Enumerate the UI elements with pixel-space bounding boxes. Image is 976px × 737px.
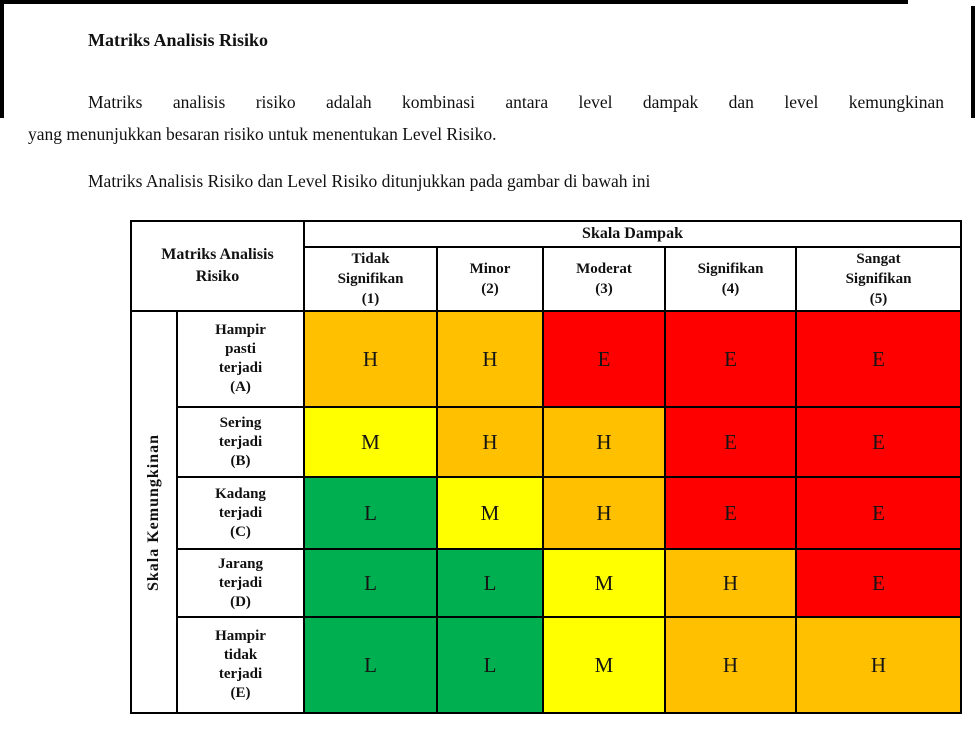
likelihood-level-label: Hampir tidak terjadi (E) xyxy=(176,616,305,714)
matrix-row: Hampir tidak terjadi (E) L L M H H xyxy=(131,616,963,714)
risk-level-cell: H xyxy=(436,406,544,478)
risk-level-cell: E xyxy=(794,310,963,408)
risk-level-cell: E xyxy=(664,310,797,408)
likelihood-level-label: Sering terjadi (B) xyxy=(176,406,305,478)
matrix-row: Sering terjadi (B) M H H E E xyxy=(131,406,963,478)
risk-level-cell: H xyxy=(794,616,963,714)
risk-level-cell: H xyxy=(542,476,666,550)
risk-matrix-figure: Matriks Analisis Risiko Skala Dampak Tid… xyxy=(130,220,963,714)
risk-level-cell: H xyxy=(664,616,797,714)
risk-level-cell: E xyxy=(664,406,797,478)
page-frame-left-line xyxy=(0,0,4,118)
risk-level-cell: H xyxy=(436,310,544,408)
risk-level-cell: E xyxy=(542,310,666,408)
risk-level-cell: L xyxy=(303,548,438,618)
risk-level-cell: E xyxy=(664,476,797,550)
matrix-corner-label: Matriks Analisis Risiko xyxy=(130,220,305,312)
risk-level-cell: H xyxy=(542,406,666,478)
page-frame-right-line xyxy=(971,6,975,118)
risk-level-cell: E xyxy=(794,476,963,550)
risk-level-cell: H xyxy=(664,548,797,618)
risk-level-cell: L xyxy=(303,476,438,550)
risk-level-cell: L xyxy=(303,616,438,714)
impact-level-header: Tidak Signifikan (1) xyxy=(303,246,438,312)
matrix-row: Kadang terjadi (C) L M H E E xyxy=(131,476,963,550)
risk-level-cell: M xyxy=(303,406,438,478)
risk-level-cell: L xyxy=(436,616,544,714)
likelihood-level-label: Kadang terjadi (C) xyxy=(176,476,305,550)
risk-level-cell: M xyxy=(542,616,666,714)
figure-caption: Matriks Analisis Risiko dan Level Risiko… xyxy=(88,171,651,191)
impact-level-header: Minor (2) xyxy=(436,246,544,312)
intro-paragraph-line-1: Matriks analisis risiko adalah kombinasi… xyxy=(88,92,944,112)
impact-level-header: Sangat Signifikan (5) xyxy=(794,246,963,312)
risk-level-cell: M xyxy=(436,476,544,550)
impact-level-header: Signifikan (4) xyxy=(664,246,797,312)
likelihood-level-label: Jarang terjadi (D) xyxy=(176,548,305,618)
risk-level-cell: E xyxy=(794,406,963,478)
impact-level-header: Moderat (3) xyxy=(542,246,666,312)
impact-axis-header: Skala Dampak xyxy=(302,220,963,248)
matrix-row: Skala Kemungkinan Hampir pasti terjadi (A… xyxy=(131,310,963,713)
risk-level-cell: L xyxy=(436,548,544,618)
intro-paragraph: Matriks analisis risiko adalah kombinasi… xyxy=(28,86,944,150)
likelihood-level-label: Hampir pasti terjadi (A) xyxy=(176,310,305,408)
risk-matrix-body: Skala Kemungkinan Hampir pasti terjadi (A… xyxy=(131,310,963,714)
likelihood-axis-header: Skala Kemungkinan xyxy=(131,311,177,713)
risk-level-cell: E xyxy=(794,548,963,618)
matrix-row: Jarang terjadi (D) L L M H E xyxy=(131,548,963,618)
risk-matrix-table: Matriks Analisis Risiko Skala Dampak Tid… xyxy=(130,220,963,714)
intro-paragraph-line-2: yang menunjukkan besaran risiko untuk me… xyxy=(28,124,497,144)
risk-level-cell: M xyxy=(542,548,666,618)
document-title: Matriks Analisis Risiko xyxy=(88,30,269,50)
page-frame-top-line xyxy=(0,0,908,4)
risk-matrix-header: Matriks Analisis Risiko Skala Dampak Tid… xyxy=(130,220,963,312)
risk-level-cell: H xyxy=(303,310,438,408)
